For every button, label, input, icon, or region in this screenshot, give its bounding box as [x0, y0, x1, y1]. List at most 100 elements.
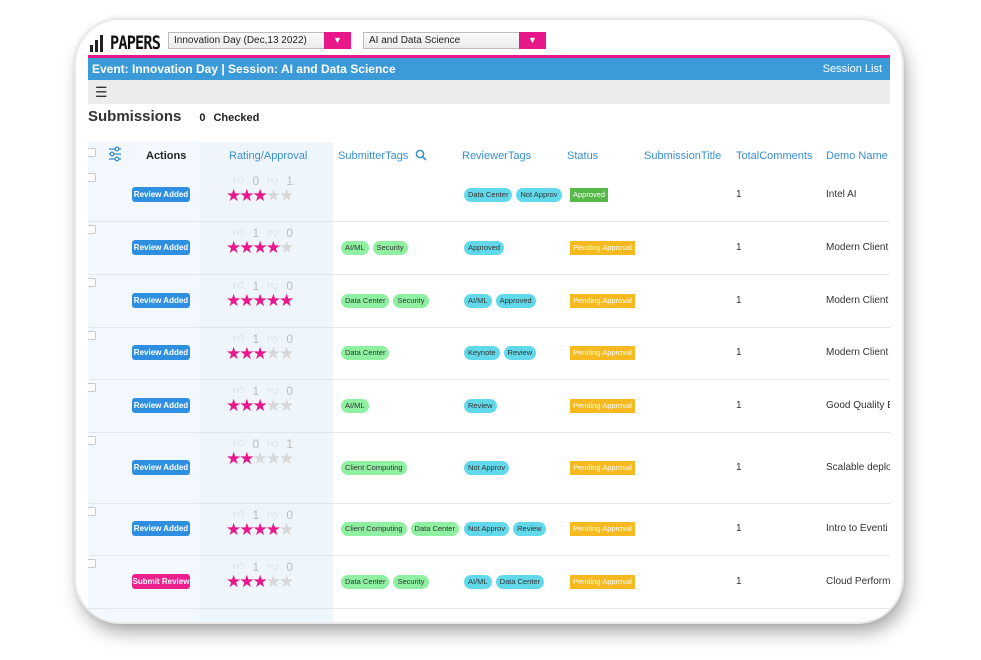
reviewer-tag[interactable]: Review	[464, 399, 497, 413]
hamburger-icon[interactable]: ☰	[95, 84, 108, 100]
star-icon[interactable]: ★	[239, 520, 254, 539]
star-icon[interactable]: ★	[279, 396, 294, 415]
demo-name-value[interactable]: Scalable deplo	[826, 462, 890, 473]
row-checkbox[interactable]	[88, 507, 96, 516]
event-select[interactable]: Innovation Day (Dec,13 2022) ▼	[168, 32, 351, 49]
review-added-button[interactable]: Review Added	[132, 398, 190, 413]
star-icon[interactable]: ★	[279, 344, 294, 363]
submitter-tag[interactable]: Security	[393, 294, 429, 308]
thumbs-up-icon[interactable]: 👍︎	[233, 561, 245, 573]
star-icon[interactable]: ★	[239, 186, 254, 205]
filter-settings-icon[interactable]	[108, 146, 122, 167]
col-rating[interactable]: Rating/Approval	[229, 150, 308, 162]
star-icon[interactable]: ★	[265, 291, 281, 310]
reviewer-tag[interactable]: Not Approv	[464, 522, 510, 536]
demo-name-value[interactable]: Intel AI	[826, 189, 857, 200]
reviewer-tag[interactable]: Keynote	[464, 346, 500, 360]
thumbs-down-icon[interactable]: 👎︎	[267, 280, 279, 292]
reviewer-tag[interactable]: Not Approv	[516, 188, 562, 202]
submitter-tag[interactable]: Security	[393, 575, 429, 589]
session-select[interactable]: AI and Data Science ▼	[363, 32, 546, 49]
row-checkbox[interactable]	[88, 559, 96, 568]
demo-name-value[interactable]: Modern Client	[826, 295, 889, 306]
reviewer-tag[interactable]: Data Center	[495, 575, 545, 589]
thumbs-down-icon[interactable]: 👎︎	[267, 227, 279, 239]
star-icon[interactable]: ★	[279, 291, 294, 310]
star-rating[interactable]: ★★★★★	[226, 344, 294, 364]
star-icon[interactable]: ★	[239, 344, 254, 363]
thumbs-up-icon[interactable]: 👍︎	[233, 175, 245, 187]
col-status[interactable]: Status	[567, 150, 599, 162]
review-added-button[interactable]: Review Added	[132, 187, 190, 202]
thumbs-down-icon[interactable]: 👎︎	[267, 333, 279, 345]
submitter-tag[interactable]: AI/ML	[341, 241, 369, 255]
star-icon[interactable]: ★	[265, 344, 281, 363]
col-total-comments[interactable]: TotalComments	[736, 150, 813, 162]
row-checkbox[interactable]	[88, 225, 96, 234]
star-icon[interactable]: ★	[252, 396, 268, 415]
reviewer-tag[interactable]: Approved	[464, 241, 505, 255]
col-submission-title[interactable]: SubmissionTitle	[644, 150, 722, 162]
star-rating[interactable]: ★★★★★	[226, 291, 294, 311]
reviewer-tag[interactable]: Data Center	[464, 188, 513, 202]
star-rating[interactable]: ★★★★★	[226, 396, 294, 416]
star-icon[interactable]: ★	[279, 520, 294, 539]
thumbs-down-icon[interactable]: 👎︎	[267, 509, 279, 521]
row-checkbox[interactable]	[88, 278, 96, 287]
submitter-tag[interactable]: Client Computing	[341, 522, 407, 536]
star-icon[interactable]: ★	[265, 396, 281, 415]
reviewer-tag[interactable]: Approved	[495, 294, 536, 308]
submitter-tag[interactable]: Client Computing	[341, 461, 407, 475]
submitter-tag[interactable]: Security	[372, 241, 408, 255]
star-icon[interactable]: ★	[252, 344, 268, 363]
thumbs-up-icon[interactable]: 👍︎	[233, 509, 245, 521]
star-icon[interactable]: ★	[226, 291, 241, 310]
star-icon[interactable]: ★	[226, 396, 241, 415]
star-icon[interactable]: ★	[239, 291, 254, 310]
reviewer-tag[interactable]: Review	[503, 346, 537, 360]
star-icon[interactable]: ★	[239, 449, 254, 468]
star-icon[interactable]: ★	[265, 449, 281, 468]
thumbs-up-icon[interactable]: 👍︎	[233, 438, 245, 450]
review-added-button[interactable]: Review Added	[132, 293, 190, 308]
demo-name-value[interactable]: Cloud Perform	[826, 576, 890, 587]
star-icon[interactable]: ★	[226, 520, 241, 539]
demo-name-value[interactable]: Modern Client	[826, 242, 889, 253]
star-icon[interactable]: ★	[279, 572, 294, 591]
star-icon[interactable]: ★	[226, 344, 241, 363]
star-rating[interactable]: ★★★★★	[226, 238, 294, 258]
star-icon[interactable]: ★	[252, 572, 268, 591]
session-list-link[interactable]: Session List	[822, 63, 882, 75]
star-icon[interactable]: ★	[265, 186, 281, 205]
reviewer-tag[interactable]: Not Approv	[464, 461, 510, 475]
submitter-tag[interactable]: AI/ML	[341, 399, 369, 413]
star-icon[interactable]: ★	[226, 238, 241, 257]
star-icon[interactable]: ★	[265, 238, 281, 257]
star-icon[interactable]: ★	[239, 238, 254, 257]
star-icon[interactable]: ★	[252, 238, 268, 257]
reviewer-tag[interactable]: AI/ML	[464, 294, 492, 308]
star-rating[interactable]: ★★★★★	[226, 520, 294, 540]
col-submitter-tags[interactable]: SubmitterTags	[338, 150, 409, 162]
star-icon[interactable]: ★	[252, 186, 268, 205]
star-icon[interactable]: ★	[279, 238, 294, 257]
star-icon[interactable]: ★	[252, 291, 268, 310]
star-rating[interactable]: ★★★★★	[226, 186, 294, 206]
thumbs-down-icon[interactable]: 👎︎	[267, 438, 279, 450]
submitter-tag[interactable]: Data Center	[341, 575, 390, 589]
chevron-down-icon[interactable]: ▼	[519, 32, 546, 49]
star-icon[interactable]: ★	[252, 449, 268, 468]
row-checkbox[interactable]	[88, 173, 96, 182]
submitter-tag[interactable]: Data Center	[341, 346, 390, 360]
review-added-button[interactable]: Review Added	[132, 521, 190, 536]
chevron-down-icon[interactable]: ▼	[324, 32, 351, 49]
star-icon[interactable]: ★	[265, 572, 281, 591]
star-icon[interactable]: ★	[226, 449, 241, 468]
star-icon[interactable]: ★	[279, 449, 294, 468]
reviewer-tag[interactable]: Review	[513, 522, 546, 536]
thumbs-up-icon[interactable]: 👍︎	[233, 280, 245, 292]
row-checkbox[interactable]	[88, 383, 96, 392]
star-icon[interactable]: ★	[265, 520, 281, 539]
submitter-tag[interactable]: Data Center	[410, 522, 459, 536]
thumbs-up-icon[interactable]: 👍︎	[233, 385, 245, 397]
